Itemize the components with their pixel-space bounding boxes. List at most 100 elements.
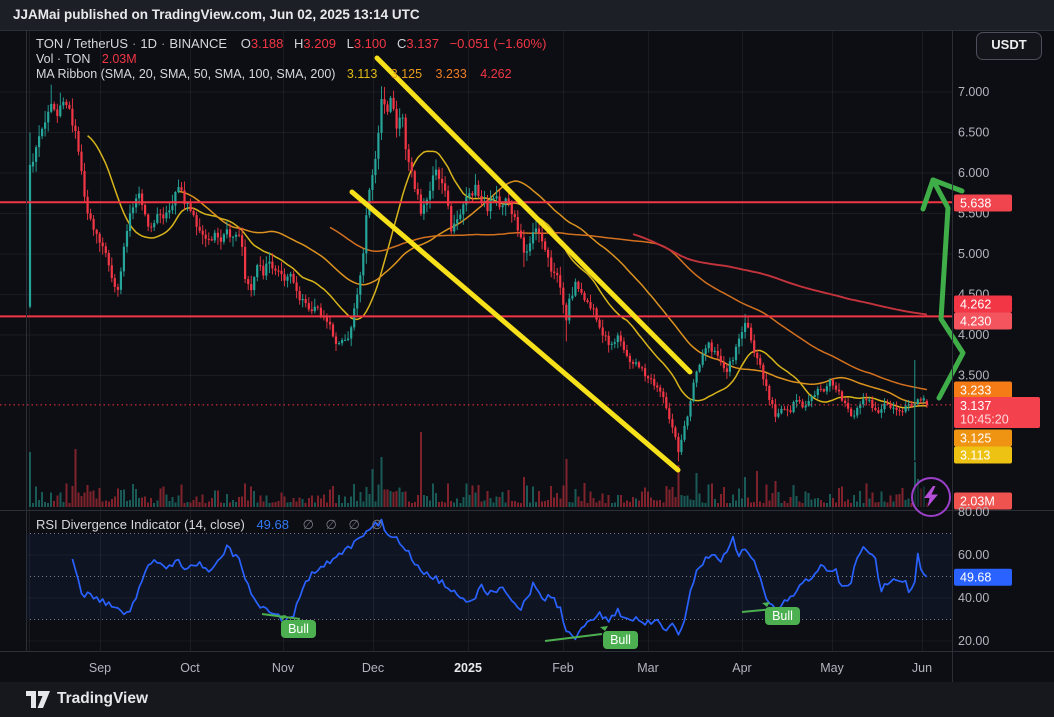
pane-borders bbox=[0, 30, 1054, 682]
svg-text:49.68: 49.68 bbox=[960, 571, 991, 585]
ma-value-1: 3.113 bbox=[346, 67, 378, 81]
high-label: H bbox=[294, 36, 304, 51]
published-text: JJAMai published on TradingView.com, Jun… bbox=[13, 7, 420, 22]
rsi-value-label: 49.68 bbox=[954, 568, 1012, 586]
rsi-divergence-line-2 bbox=[544, 633, 603, 642]
svg-text:Bull: Bull bbox=[288, 622, 309, 636]
volume-value: 2.03M bbox=[101, 52, 137, 66]
candles bbox=[28, 84, 928, 462]
time-label-Feb: Feb bbox=[552, 661, 574, 675]
time-label-Nov: Nov bbox=[272, 661, 295, 675]
rsi-tick-40.00: 40.00 bbox=[958, 591, 989, 605]
price-label-3.233: 3.233 bbox=[954, 381, 1012, 399]
close-label: C bbox=[397, 36, 407, 51]
sma-20-line bbox=[87, 135, 927, 409]
time-label-Dec: Dec bbox=[362, 661, 384, 675]
time-label-2025: 2025 bbox=[454, 661, 482, 675]
alert-lines[interactable] bbox=[0, 201, 952, 318]
ma-value-3: 3.233 bbox=[435, 67, 467, 81]
volume-header-row: Vol · TON 2.03M bbox=[36, 52, 137, 66]
low-label: L bbox=[346, 36, 354, 51]
tradingview-logo-text: TradingView bbox=[57, 690, 149, 707]
low-value: 3.100 bbox=[353, 36, 387, 51]
price-label-5.638: 5.638 bbox=[954, 194, 1012, 212]
tradingview-logo-icon bbox=[26, 690, 50, 708]
time-label-Jun: Jun bbox=[912, 661, 932, 675]
lightning-button[interactable] bbox=[911, 477, 951, 517]
price-label-4.262: 4.262 bbox=[954, 295, 1012, 313]
svg-text:2.03M: 2.03M bbox=[960, 495, 995, 509]
price-tick-4.000: 4.000 bbox=[958, 328, 989, 342]
price-tick-5.000: 5.000 bbox=[958, 247, 989, 261]
price-chart-canvas[interactable]: BullBullBull7.0006.5006.0005.5005.0004.5… bbox=[0, 30, 1054, 682]
price-tick-6.500: 6.500 bbox=[958, 126, 989, 140]
ma-ribbon-lines bbox=[87, 135, 928, 409]
change-value: −0.051 (−1.60%) bbox=[449, 36, 547, 51]
published-bar: JJAMai published on TradingView.com, Jun… bbox=[0, 0, 1054, 30]
price-tick-6.000: 6.000 bbox=[958, 166, 989, 180]
time-label-Oct: Oct bbox=[180, 661, 200, 675]
tradingview-logo[interactable]: TradingView bbox=[26, 690, 148, 708]
symbol-name[interactable]: TON / TetherUS bbox=[36, 36, 128, 51]
currency-toggle-button[interactable]: USDT bbox=[976, 32, 1042, 60]
channel-lower-line[interactable] bbox=[349, 189, 681, 473]
rsi-pane: Bull Bull Bull bbox=[26, 518, 952, 649]
sma-200-line bbox=[632, 233, 928, 316]
price-label-3.125: 3.125 bbox=[954, 429, 1012, 447]
volume-bars bbox=[29, 432, 928, 507]
yellow-channel-drawing[interactable] bbox=[349, 55, 693, 473]
gridlines bbox=[0, 30, 952, 651]
svg-text:4.262: 4.262 bbox=[960, 298, 991, 312]
bull-label-2: Bull bbox=[600, 626, 638, 649]
svg-text:4.230: 4.230 bbox=[960, 315, 991, 329]
time-label-May: May bbox=[820, 661, 844, 675]
sma-50-line bbox=[178, 180, 927, 404]
rsi-tick-60.00: 60.00 bbox=[958, 548, 989, 562]
price-axis[interactable]: 7.0006.5006.0005.5005.0004.5004.0003.500… bbox=[954, 85, 1040, 510]
svg-text:3.113: 3.113 bbox=[960, 449, 990, 463]
svg-text:Bull: Bull bbox=[772, 609, 793, 623]
ma-ribbon-header-row: MA Ribbon (SMA, 20, SMA, 50, SMA, 100, S… bbox=[36, 67, 522, 81]
bull-label-3: Bull bbox=[762, 602, 800, 625]
svg-text:Bull: Bull bbox=[610, 633, 631, 647]
rsi-axis[interactable]: 80.00 60.00 40.00 20.00 49.68 bbox=[954, 505, 1012, 648]
symbol-header-row: TON / TetherUS · 1D · BINANCE O3.188 H3.209 … bbox=[36, 36, 547, 51]
price-label-3.113: 3.113 bbox=[954, 446, 1012, 464]
volume-label[interactable]: Vol · TON bbox=[36, 52, 91, 66]
svg-text:5.638: 5.638 bbox=[960, 197, 991, 211]
ma-value-4: 4.262 bbox=[480, 67, 512, 81]
time-axis[interactable]: Sep Oct Nov Dec 2025 Feb Mar Apr May Jun bbox=[89, 661, 932, 675]
time-label-Apr: Apr bbox=[732, 661, 751, 675]
rsi-line bbox=[71, 518, 928, 641]
rsi-empty-values: ∅ ∅ ∅ ∅ bbox=[302, 517, 387, 532]
rsi-indicator-title[interactable]: RSI Divergence Indicator (14, close) bbox=[36, 517, 245, 532]
svg-text:10:45:20: 10:45:20 bbox=[960, 413, 1009, 427]
time-label-Sep: Sep bbox=[89, 661, 111, 675]
svg-text:3.125: 3.125 bbox=[960, 432, 991, 446]
ma-ribbon-label[interactable]: MA Ribbon (SMA, 20, SMA, 50, SMA, 100, S… bbox=[36, 67, 336, 81]
rsi-header-row: RSI Divergence Indicator (14, close) 49.… bbox=[36, 517, 387, 533]
lightning-icon bbox=[924, 486, 938, 507]
price-tick-3.500: 3.500 bbox=[958, 369, 989, 383]
rsi-value: 49.68 bbox=[256, 517, 289, 532]
bottom-bar bbox=[0, 682, 1054, 717]
high-value: 3.209 bbox=[303, 36, 336, 51]
rsi-tick-20.00: 20.00 bbox=[958, 634, 989, 648]
svg-text:3.233: 3.233 bbox=[960, 384, 991, 398]
rsi-tick-80.00: 80.00 bbox=[958, 505, 989, 519]
time-label-Mar: Mar bbox=[637, 661, 659, 675]
open-value: 3.188 bbox=[250, 36, 284, 51]
bull-label-1: Bull bbox=[278, 615, 316, 638]
ma-value-2: 3.125 bbox=[390, 67, 423, 81]
price-label-2.03M: 2.03M bbox=[954, 492, 1012, 510]
rsi-band bbox=[26, 533, 952, 620]
price-tick-7.000: 7.000 bbox=[958, 85, 989, 99]
close-value: 3.137 bbox=[406, 36, 439, 51]
green-arrow-drawing[interactable] bbox=[920, 177, 966, 401]
price-label-4.230: 4.230 bbox=[954, 312, 1012, 330]
exchange-name: BINANCE bbox=[169, 36, 228, 51]
timeframe[interactable]: 1D bbox=[140, 36, 157, 51]
sma-100-line bbox=[329, 226, 928, 391]
channel-upper-line[interactable] bbox=[374, 55, 693, 375]
